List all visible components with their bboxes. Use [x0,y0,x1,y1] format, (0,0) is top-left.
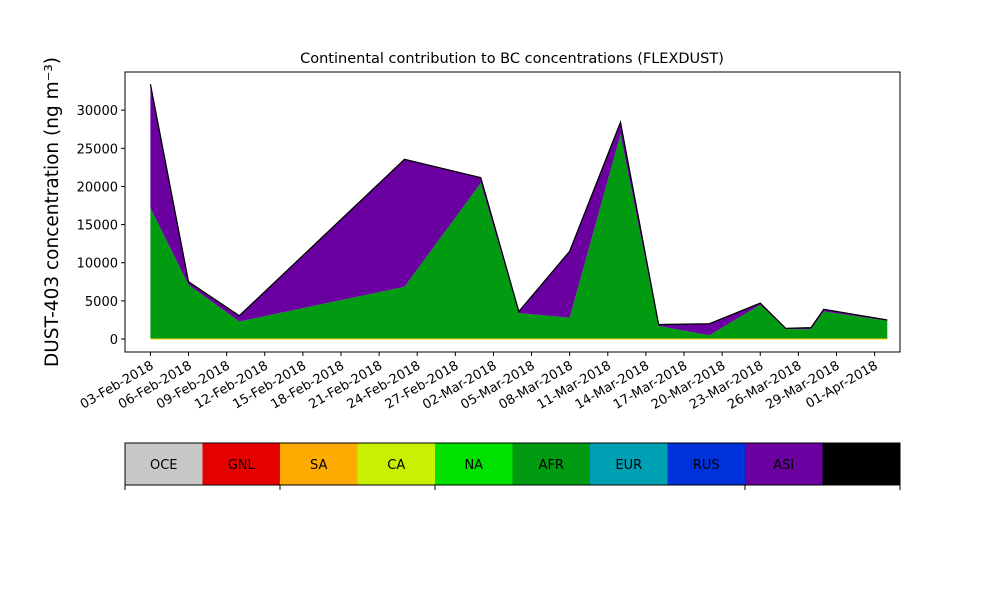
legend-label: CA [387,458,405,473]
legend-swatch-gnl [202,443,280,485]
legend-label: RUS [693,458,720,473]
legend-label: EUR [615,458,642,473]
area-asi [150,84,888,336]
legend-label: AUS [848,458,875,473]
x-axis: 03-Feb-201806-Feb-201809-Feb-201812-Feb-… [78,352,881,413]
legend-swatch-sa [280,443,358,485]
legend-swatch-rus [667,443,745,485]
y-tick-label: 30000 [77,104,118,119]
y-tick-label: 25000 [77,142,118,157]
legend-label: SA [310,458,327,473]
plot-area [124,71,901,353]
total-outline [149,84,888,330]
plot-frame [124,71,901,353]
legend-frame [124,442,901,486]
legend-swatch-afr [512,443,590,485]
y-tick-label: 15000 [77,219,118,234]
y-tick-label: 5000 [85,295,118,310]
legend-swatch-eur [590,443,668,485]
y-tick-label: 0 [110,333,118,348]
legend-swatch-oce [125,443,203,485]
legend-swatch-aus [822,443,900,485]
y-axis: 0 5000 10000 15000 20000 25000 30000 [77,104,125,348]
legend-label: GNL [228,458,256,473]
legend-swatch-na [435,443,513,485]
legend-label: OCE [150,458,178,473]
chart-title: Continental contribution to BC concentra… [300,51,724,67]
legend-swatch-asi [745,443,823,485]
legend-label: ASI [773,458,794,473]
legend-colorbar: OCE GNL SA CA NA AFR EUR RUS ASI AUS [124,442,901,490]
legend-swatch-ca [357,443,435,485]
y-tick-label: 20000 [77,180,118,195]
legend-label: AFR [539,458,564,473]
area-afr [150,134,888,340]
legend-label: NA [464,458,483,473]
y-tick-label: 10000 [77,257,118,272]
stacked-areas [149,84,888,340]
y-axis-label: DUST-403 concentration (ng m⁻³) [42,57,63,367]
